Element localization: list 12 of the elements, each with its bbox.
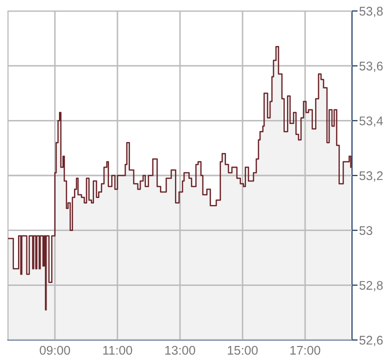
- y-tick-label: 52,8: [359, 280, 383, 292]
- x-tick-label: 13:00: [165, 346, 196, 355]
- y-tick-label: 53: [359, 226, 372, 235]
- x-tick-label: 09:00: [40, 346, 70, 355]
- x-tick-label: 17:00: [290, 346, 320, 355]
- y-tick-label: 53,4: [359, 116, 383, 127]
- y-tick-label: 53,8: [359, 6, 383, 18]
- x-tick-label: 11:00: [103, 346, 132, 355]
- x-tick-label: 15:00: [228, 346, 258, 355]
- y-tick-label: 52,6: [359, 336, 383, 346]
- y-tick-label: 53,2: [359, 171, 383, 182]
- y-tick-label: 53,6: [359, 62, 383, 72]
